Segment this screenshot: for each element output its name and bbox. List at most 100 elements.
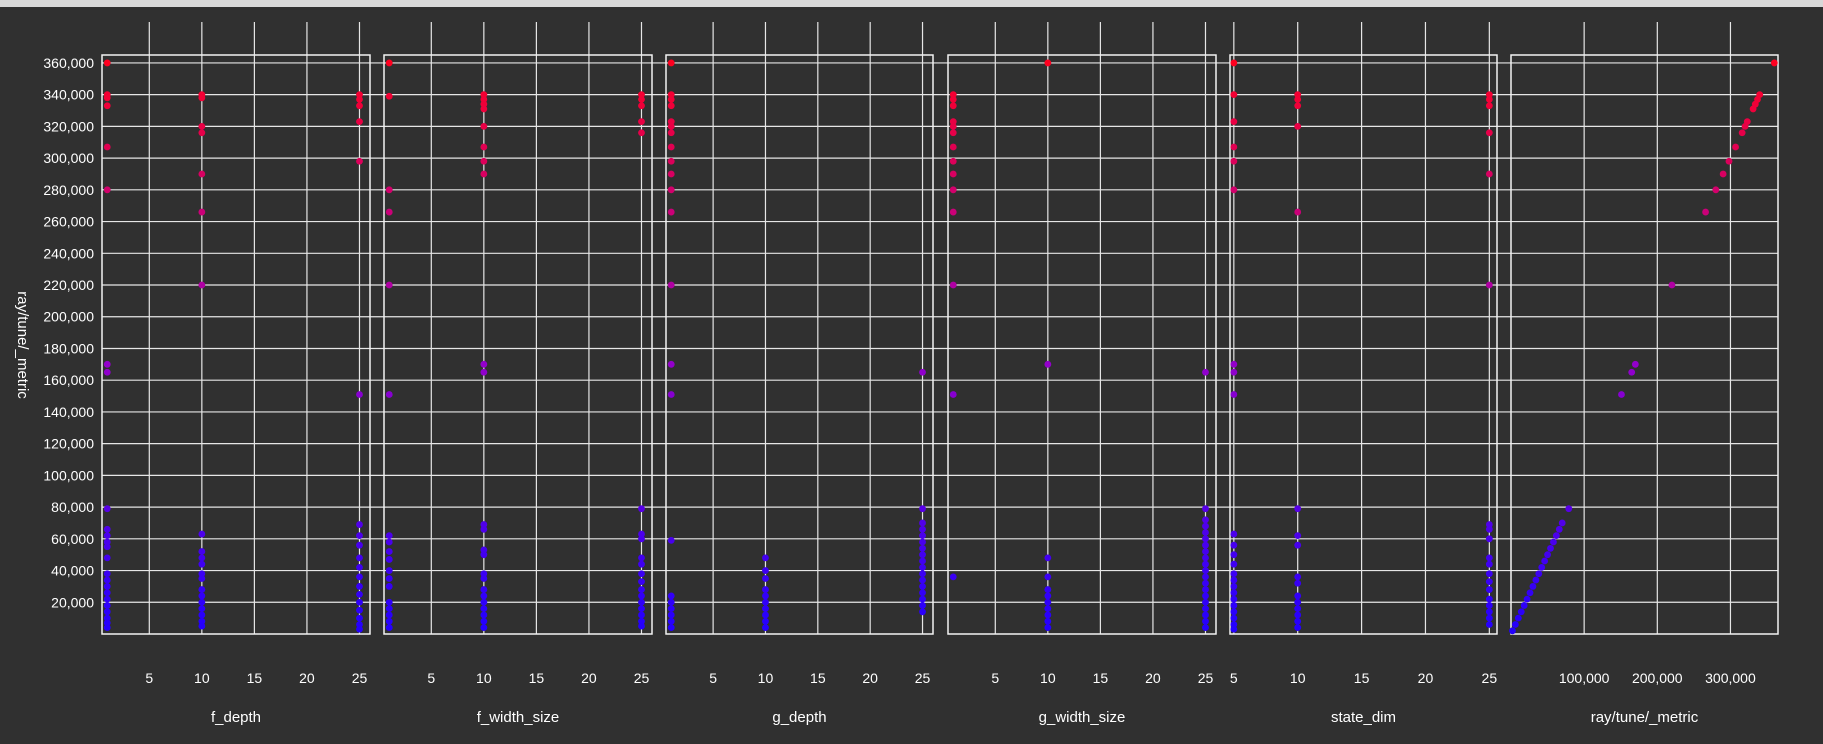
data-point (919, 532, 926, 540)
data-point (480, 551, 488, 559)
data-point (356, 573, 363, 581)
data-point (1230, 530, 1238, 538)
x-tick-label: 10 (1290, 670, 1306, 686)
data-point (1702, 208, 1709, 216)
data-point (667, 143, 675, 151)
data-point (1202, 586, 1209, 593)
data-point (1202, 516, 1209, 524)
data-point (385, 532, 393, 540)
data-point (1044, 360, 1052, 368)
data-point (638, 505, 645, 513)
data-point (103, 589, 111, 597)
data-point (103, 186, 111, 194)
top-border-strip (0, 0, 1823, 7)
panel-ray-tune-metric: 100,000 200,000 300,000 ray/tune/_metric (1509, 54, 1779, 726)
y-tick-label: 260,000 (43, 214, 94, 230)
data-point (1485, 578, 1493, 586)
data-point (1294, 611, 1302, 619)
data-point (919, 602, 926, 609)
data-point (667, 102, 675, 110)
data-point (638, 598, 645, 606)
x-tick-label: 5 (1230, 670, 1238, 686)
data-point (1529, 583, 1537, 590)
y-tick-label: 220,000 (43, 277, 94, 293)
data-point (198, 617, 206, 625)
data-point (480, 546, 488, 554)
data-point (103, 583, 111, 590)
data-point (1230, 560, 1238, 568)
data-point (1202, 541, 1209, 549)
data-point (1230, 118, 1238, 126)
data-point (1756, 91, 1764, 99)
data-point (667, 208, 675, 216)
data-point (638, 129, 645, 137)
data-point (762, 575, 769, 582)
data-point (356, 598, 363, 606)
data-point (762, 611, 769, 619)
data-point (103, 602, 111, 609)
data-point (762, 617, 769, 625)
data-point (949, 186, 957, 194)
data-point (385, 59, 393, 67)
data-point (1044, 592, 1052, 600)
data-point (919, 368, 926, 376)
data-point (198, 575, 206, 582)
x-axis-label: f_width_size (477, 709, 560, 726)
data-point (638, 560, 645, 568)
data-point (1294, 208, 1302, 216)
data-point (667, 605, 675, 613)
data-point (919, 608, 926, 616)
panel-frame (101, 54, 371, 635)
data-point (480, 525, 488, 533)
data-point (480, 605, 488, 613)
x-tick-label: 15 (529, 670, 545, 686)
data-point (1485, 586, 1493, 593)
data-point (480, 570, 488, 578)
data-point (919, 544, 926, 552)
data-point (480, 96, 488, 103)
y-tick-label: 60,000 (51, 531, 94, 547)
x-tick-label: 25 (634, 670, 650, 686)
data-point (1558, 519, 1566, 527)
x-tick-label: 5 (427, 670, 435, 686)
data-point (480, 368, 488, 376)
data-point (1485, 102, 1493, 110)
data-point (638, 118, 645, 126)
data-point (103, 505, 111, 513)
data-point (480, 598, 488, 606)
data-point (919, 589, 926, 597)
y-tick-label: 100,000 (43, 467, 94, 483)
data-point (1202, 368, 1209, 376)
x-tick-label: 20 (1418, 670, 1434, 686)
data-point (1485, 525, 1493, 533)
data-point (480, 586, 488, 593)
data-point (1202, 579, 1209, 587)
data-point (385, 391, 393, 398)
data-point (1547, 544, 1554, 552)
data-point (356, 563, 363, 571)
data-point (919, 525, 926, 533)
data-point (949, 170, 957, 178)
x-tick-label: 10 (758, 670, 774, 686)
data-point (1517, 608, 1525, 616)
data-point (356, 625, 363, 633)
data-point (919, 557, 926, 565)
data-point (103, 94, 111, 102)
data-point (919, 505, 926, 513)
data-point (1485, 614, 1493, 622)
data-point (103, 543, 111, 551)
data-point (1044, 611, 1052, 619)
data-point (638, 96, 645, 103)
data-point (1485, 96, 1493, 103)
data-point (1044, 573, 1052, 581)
data-point (385, 598, 393, 606)
data-point (949, 122, 957, 130)
data-point (1202, 535, 1209, 543)
data-point (103, 595, 111, 603)
data-point (1514, 614, 1522, 622)
panel-frame (665, 54, 934, 635)
panels: 5 10 15 20 25 f_depth 5 10 15 20 25 f_width_size 5 10… (101, 54, 1779, 726)
data-point (480, 360, 488, 368)
data-point (1743, 118, 1751, 126)
y-tick-label: 120,000 (43, 436, 94, 452)
